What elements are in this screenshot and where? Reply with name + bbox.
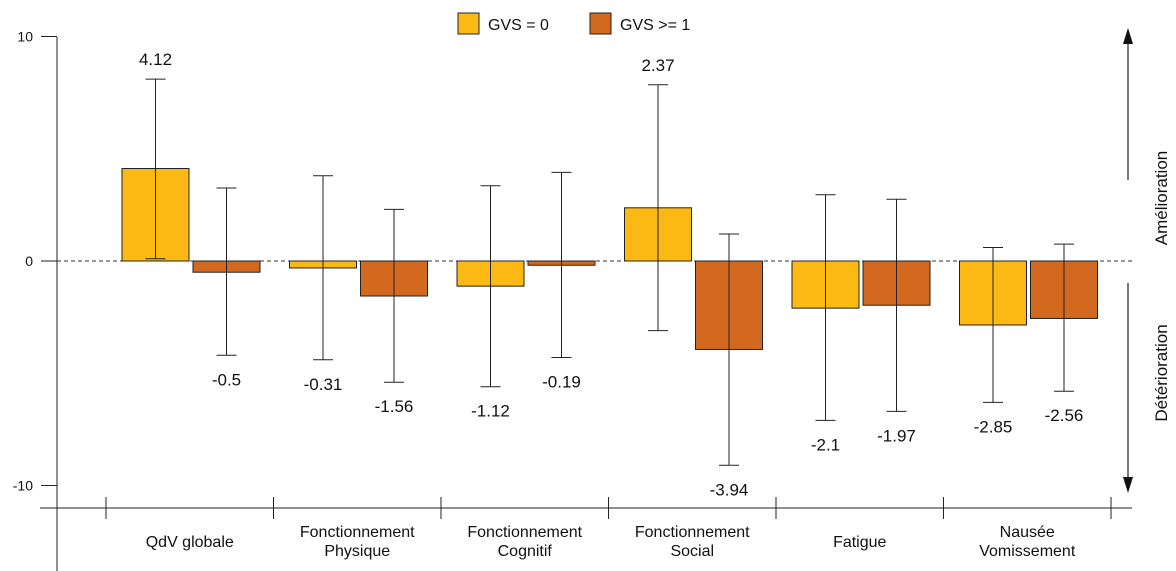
value-label: -1.56: [375, 397, 414, 416]
value-label: -2.85: [974, 417, 1013, 436]
value-label: -1.97: [877, 426, 916, 445]
category-label: Fonctionnement Social: [635, 524, 750, 560]
error-bars: [145, 78, 1074, 466]
legend: GVS = 0 GVS >= 1: [457, 12, 690, 35]
bars: [121, 168, 1098, 350]
category-label: Fatigue: [833, 534, 886, 551]
axes: -10 0 10 QdV globale Fonctionnement Physique F…: [13, 29, 1132, 571]
y-tick-label: -10: [13, 478, 33, 494]
value-labels: 4.12 -0.31 -1.12 2.37 -2.1 -2.85 -0.5 -1.56 -0.1…: [139, 50, 1083, 499]
value-label: 2.37: [641, 56, 674, 75]
category-label: Nausée Vomissement: [979, 524, 1076, 560]
category-label: Fonctionnement Cognitif: [467, 524, 582, 560]
annotation-deterioration: Détérioration: [1152, 324, 1171, 421]
value-label: 4.12: [139, 50, 172, 69]
value-label: -3.94: [710, 480, 749, 499]
value-label: -0.5: [212, 370, 241, 389]
value-label: -1.12: [471, 402, 510, 421]
legend-swatch: [589, 12, 612, 35]
value-label: -0.19: [542, 373, 581, 392]
y-tick-label: 10: [17, 29, 33, 45]
up-arrow-head: [1123, 28, 1133, 44]
value-label: -2.56: [1045, 406, 1084, 425]
y-tick-label: 0: [25, 253, 33, 269]
value-label: -0.31: [304, 375, 343, 394]
legend-swatch: [457, 12, 480, 35]
value-label: -2.1: [811, 435, 840, 454]
annotation-amelioration: Amélioration: [1152, 151, 1171, 246]
right-annotations: Amélioration Détérioration: [1123, 28, 1171, 493]
legend-label: GVS >= 1: [620, 17, 690, 34]
legend-label: GVS = 0: [488, 17, 549, 34]
down-arrow-head: [1123, 477, 1133, 493]
category-label: Fonctionnement Physique: [300, 524, 415, 560]
category-label: QdV globale: [146, 534, 234, 551]
